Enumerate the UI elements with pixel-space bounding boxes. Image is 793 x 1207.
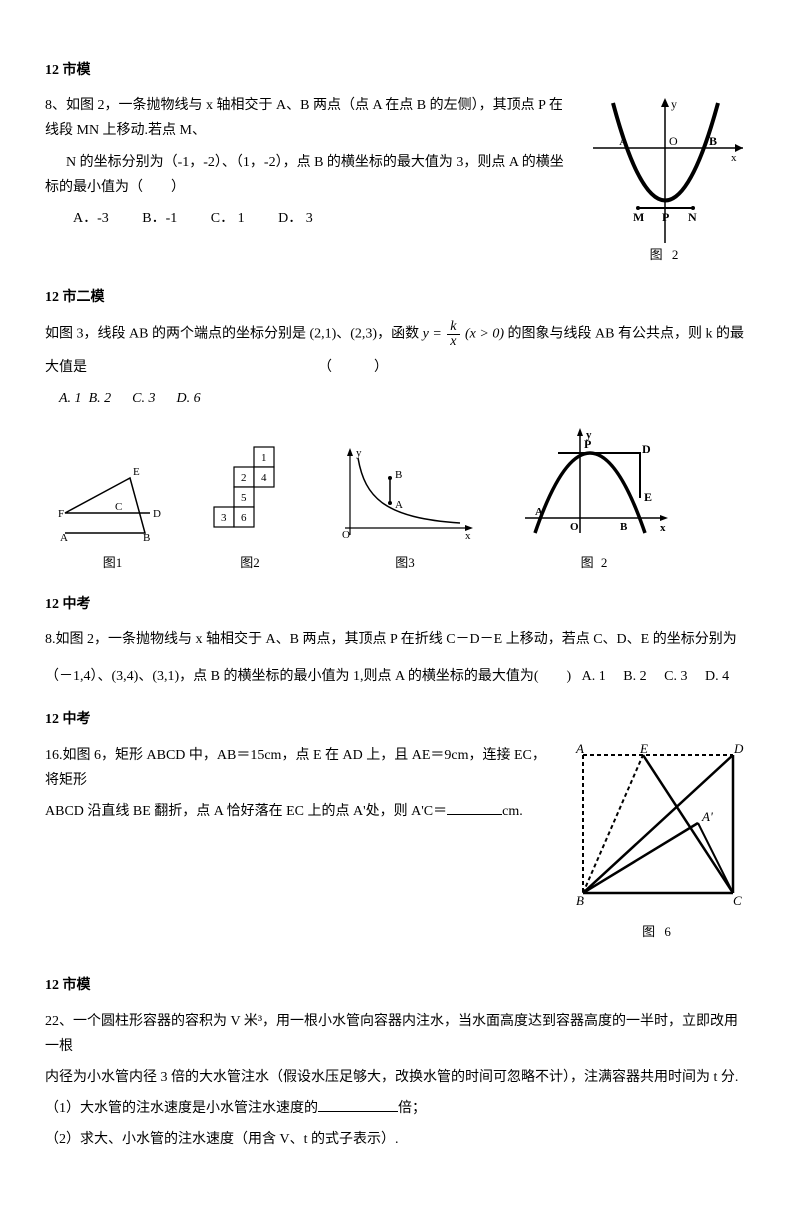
svg-text:4: 4 xyxy=(261,472,267,484)
figure-tu2: 1 2 4 5 3 6 图2 xyxy=(210,443,290,574)
figure-1-parabola: A O B x y M P N 图 2 xyxy=(583,93,748,266)
fig1-label: 图1 xyxy=(55,551,170,574)
svg-text:N: N xyxy=(688,210,697,224)
svg-text:A: A xyxy=(575,743,584,756)
fig6-label: 图 6 xyxy=(568,920,748,943)
svg-text:E: E xyxy=(644,490,652,504)
section-1-heading: 12 市模 xyxy=(45,58,748,83)
p3-line1: 8.如图 2，一条抛物线与 x 轴相交于 A、B 两点，其顶点 P 在折线 C－… xyxy=(45,627,748,652)
svg-text:E: E xyxy=(639,743,648,756)
figure-1-label: 图 2 xyxy=(583,243,748,266)
svg-text:E: E xyxy=(133,466,140,478)
problem-2: 如图 3，线段 AB 的两个端点的坐标分别是 (2,1)、(2,3)，函数 y … xyxy=(45,320,748,574)
section-3-heading: 12 中考 xyxy=(45,592,748,617)
svg-text:F: F xyxy=(58,508,64,520)
section-5-heading: 12 市模 xyxy=(45,973,748,998)
p2-opt-d: D. 6 xyxy=(176,391,200,406)
p1-opt-d: D． 3 xyxy=(278,211,313,226)
svg-text:O: O xyxy=(669,134,678,148)
p2-opt-c: C. 3 xyxy=(132,391,155,406)
blank-ratio xyxy=(318,1111,398,1112)
svg-text:P: P xyxy=(662,210,669,224)
figure-tu1: A B C D E F 图1 xyxy=(55,453,170,574)
svg-text:A: A xyxy=(535,506,543,518)
svg-text:C: C xyxy=(115,501,122,513)
svg-text:1: 1 xyxy=(261,452,267,464)
svg-text:O: O xyxy=(570,521,579,533)
p3-opt-b: B. 2 xyxy=(623,669,646,684)
svg-text:6: 6 xyxy=(241,512,247,524)
p1-opt-a: A．-3 xyxy=(73,211,109,226)
p2-line2: 大值是 （ ） xyxy=(45,355,748,380)
svg-text:y: y xyxy=(586,429,592,441)
svg-text:B: B xyxy=(709,134,717,148)
p2-options: A. 1 B. 2 C. 3 D. 6 xyxy=(59,386,748,411)
p2-opt-a: A. 1 xyxy=(59,391,82,406)
p5-line1: 22、一个圆柱形容器的容积为 V 米³，用一根小水管向容器内注水，当水面高度达到… xyxy=(45,1009,748,1059)
p3-line2: （－1,4）、(3,4)、(3,1)，点 B 的横坐标的最小值为 1,则点 A … xyxy=(45,664,748,689)
svg-text:D: D xyxy=(733,743,744,756)
blank-ac xyxy=(447,814,502,815)
p5-sub2: （2）求大、小水管的注水速度（用含 V、t 的式子表示）. xyxy=(45,1127,748,1152)
problem-1: A O B x y M P N 图 2 8、如图 2，一条抛物线与 x 轴相交于… xyxy=(45,93,748,266)
svg-text:B: B xyxy=(620,521,628,533)
fig2-label: 图2 xyxy=(210,551,290,574)
svg-text:5: 5 xyxy=(241,492,247,504)
svg-text:x: x xyxy=(731,152,737,164)
fig3-label: 图3 xyxy=(330,551,480,574)
svg-text:x: x xyxy=(465,530,471,542)
p3-opt-c: C. 3 xyxy=(664,669,687,684)
svg-text:A: A xyxy=(395,499,403,511)
svg-text:D: D xyxy=(642,442,651,456)
p2-opt-b: B. 2 xyxy=(89,391,112,406)
figure-tu3: A B O x y 图3 xyxy=(330,443,480,574)
svg-text:y: y xyxy=(356,447,362,459)
svg-text:B: B xyxy=(395,469,402,481)
problem-4: A E D A' B C 图 6 16.如图 6，矩形 ABCD 中，AB＝15… xyxy=(45,743,748,944)
svg-text:M: M xyxy=(633,210,644,224)
svg-text:B: B xyxy=(576,893,584,908)
section-4-heading: 12 中考 xyxy=(45,707,748,732)
problem-3: 8.如图 2，一条抛物线与 x 轴相交于 A、B 两点，其顶点 P 在折线 C－… xyxy=(45,627,748,689)
section-2-heading: 12 市二模 xyxy=(45,285,748,310)
p1-opt-b: B．-1 xyxy=(142,211,177,226)
svg-text:B: B xyxy=(143,532,150,543)
p2-line1: 如图 3，线段 AB 的两个端点的坐标分别是 (2,1)、(2,3)，函数 y … xyxy=(45,320,748,349)
p5-line2: 内径为小水管内径 3 倍的大水管注水（假设水压足够大，改换水管的时间可忽略不计）… xyxy=(45,1065,748,1090)
svg-text:O: O xyxy=(342,529,350,541)
figure-row: A B C D E F 图1 1 2 xyxy=(55,423,748,574)
svg-text:A': A' xyxy=(701,809,713,824)
svg-text:A: A xyxy=(619,134,628,148)
svg-text:D: D xyxy=(153,508,161,520)
problem-5: 22、一个圆柱形容器的容积为 V 米³，用一根小水管向容器内注水，当水面高度达到… xyxy=(45,1009,748,1153)
svg-text:y: y xyxy=(671,97,677,111)
p3-opt-d: D. 4 xyxy=(705,669,729,684)
svg-text:3: 3 xyxy=(221,512,227,524)
svg-text:A: A xyxy=(60,532,68,543)
p3-opt-a: A. 1 xyxy=(582,669,606,684)
svg-text:x: x xyxy=(660,522,666,534)
svg-text:2: 2 xyxy=(241,472,247,484)
fig2b-label: 图 2 xyxy=(520,551,670,574)
p5-sub1: （1）大水管的注水速度是小水管注水速度的倍； xyxy=(45,1096,748,1121)
figure-tu2b: P D E A O B y x 图 2 xyxy=(520,423,670,574)
svg-text:C: C xyxy=(733,893,742,908)
p1-opt-c: C． 1 xyxy=(211,211,245,226)
figure-6: A E D A' B C 图 6 xyxy=(568,743,748,944)
